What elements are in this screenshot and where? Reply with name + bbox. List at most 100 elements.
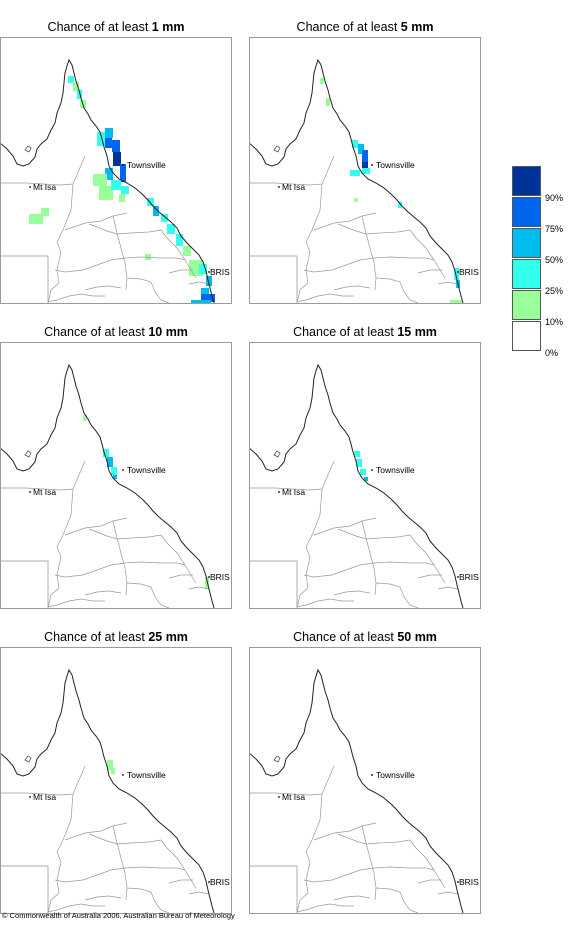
district-border (88, 833, 162, 845)
rainfall-cell (362, 162, 368, 170)
inset-box (250, 865, 298, 913)
rainfall-cell (107, 760, 113, 770)
place-townsville-marker (122, 164, 124, 166)
rainfall-cells (320, 78, 462, 303)
district-border (84, 590, 122, 596)
rainfall-cell (83, 415, 87, 421)
district-border (295, 903, 354, 913)
district-border (160, 534, 197, 584)
panel-title: Chance of at least 5 mm (296, 20, 434, 34)
inset-box (250, 560, 298, 608)
legend-swatch-75 (512, 197, 541, 227)
rainfall-cell (356, 459, 362, 467)
district-border (126, 582, 170, 608)
district-border (313, 822, 377, 841)
district-border (409, 534, 446, 584)
coastline (250, 363, 464, 608)
district-border (46, 293, 105, 303)
district-border (54, 866, 186, 883)
place-brisbane: BRIS (210, 877, 230, 887)
place-brisbane-marker (457, 881, 459, 883)
place-brisbane-marker (208, 881, 210, 883)
amount-label: 1 mm (151, 20, 185, 34)
legend-label-0: 0% (545, 348, 559, 358)
district-border (1, 182, 74, 186)
rainfall-cell (167, 224, 175, 234)
copyright-notice: © Commonwealth of Australia 2006, Austra… (2, 911, 235, 920)
panel-1mm: Chance of at least 1 mm Townsville Mt Isa… (0, 17, 232, 317)
district-border (168, 879, 193, 884)
district-border (417, 879, 442, 884)
panel-title: Chance of at least 15 mm (293, 325, 437, 339)
map-canvas: Townsville Mt Isa BRIS (1, 668, 230, 913)
place-mt-isa-marker (29, 186, 31, 188)
district-border (47, 488, 74, 608)
district-border (126, 887, 170, 913)
legend-swatch-10 (512, 290, 541, 320)
district-border (188, 586, 210, 590)
place-brisbane-marker (457, 576, 459, 578)
district-border (303, 256, 435, 273)
district-border (375, 582, 419, 608)
district-border (361, 520, 377, 596)
coastline (250, 58, 464, 303)
district-border (437, 586, 459, 590)
rainfall-cell (176, 234, 183, 246)
amount-label: 15 mm (397, 325, 437, 339)
district-border (46, 903, 105, 913)
rainfall-cell (77, 90, 82, 99)
rainfall-cell (119, 194, 125, 202)
district-border (321, 460, 335, 490)
rainfall-cell (358, 144, 364, 154)
amount-label: 50 mm (397, 630, 437, 644)
island-outline (24, 450, 32, 458)
rainfall-cell (111, 768, 115, 774)
amount-label: 25 mm (148, 630, 188, 644)
district-border (54, 561, 186, 578)
map-qld: Townsville Mt Isa BRIS (0, 647, 232, 914)
district-border (337, 833, 411, 845)
place-mt-isa: Mt Isa (282, 182, 305, 192)
rainfall-cell (360, 469, 366, 475)
rainfall-cells (354, 451, 368, 481)
place-brisbane: BRIS (459, 877, 479, 887)
rainfall-cell (362, 168, 370, 174)
rainfall-cells (83, 415, 209, 589)
district-border (361, 825, 377, 901)
district-border (437, 281, 459, 285)
place-mt-isa: Mt Isa (33, 487, 56, 497)
rainfall-cell (147, 198, 154, 206)
district-border (84, 895, 122, 901)
district-border (417, 574, 442, 579)
rainfall-cell (161, 214, 168, 222)
rainfall-cell (113, 152, 121, 166)
legend-label-75: 75% (545, 224, 564, 234)
district-border (437, 891, 459, 895)
panel-title: Chance of at least 25 mm (44, 630, 188, 644)
island-outline (273, 755, 281, 763)
district-border (333, 285, 371, 291)
place-mt-isa: Mt Isa (282, 792, 305, 802)
place-townsville: Townsville (376, 465, 415, 475)
district-border (361, 215, 377, 291)
district-border (88, 528, 162, 540)
district-border (296, 488, 323, 608)
district-border (337, 528, 411, 540)
district-border (313, 212, 377, 231)
island-outline (273, 450, 281, 458)
rainfall-cell (68, 76, 74, 83)
rainfall-cell (111, 180, 121, 190)
place-brisbane: BRIS (459, 267, 479, 277)
district-border (303, 561, 435, 578)
place-brisbane: BRIS (459, 572, 479, 582)
place-townsville-marker (371, 164, 373, 166)
place-mt-isa-marker (278, 796, 280, 798)
rainfall-cell (454, 268, 459, 280)
coastline (250, 668, 464, 913)
district-border (112, 520, 128, 596)
rainfall-cell (183, 246, 191, 256)
inset-box (250, 255, 298, 303)
district-border (409, 229, 446, 279)
panel-title: Chance of at least 50 mm (293, 630, 437, 644)
district-border (84, 285, 122, 291)
